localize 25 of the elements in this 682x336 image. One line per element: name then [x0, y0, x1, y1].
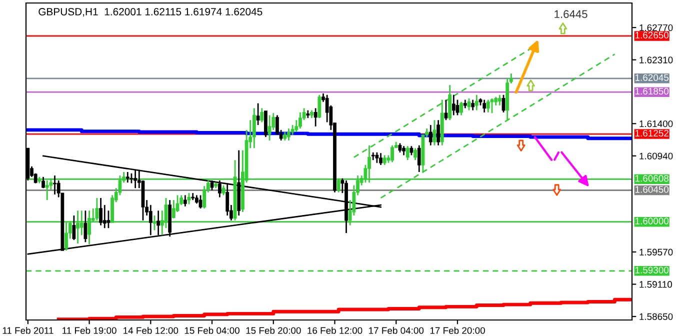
x-tick-label: 15 Feb 04:00: [184, 326, 240, 334]
x-tick-label: 15 Feb 20:00: [246, 326, 301, 334]
x-tick-label: 16 Feb 12:00: [308, 326, 362, 334]
annotation: 1.6445: [554, 10, 588, 18]
y-tick-label: 1.58650: [640, 313, 673, 320]
ref-line-label: 1.59300: [636, 266, 669, 274]
x-tick-label: 11 Feb 2011: [2, 326, 54, 334]
ref-line-label: 1.61252: [636, 130, 668, 137]
chart-title: GBPUSD,H1 1.62001 1.62115 1.61974 1.62045: [38, 8, 262, 17]
ref-line-label: 1.60450: [636, 186, 669, 193]
y-tick-label: 1.62770: [640, 24, 673, 32]
x-tick-label: 11 Feb 19:00: [62, 326, 116, 334]
ref-line-label: 1.60608: [636, 175, 669, 182]
y-tick-label: 1.62310: [640, 56, 673, 64]
y-tick-label: 1.60940: [640, 152, 673, 160]
ref-line-label: 1.62045: [636, 74, 669, 81]
y-tick-label: 1.59110: [640, 281, 672, 288]
ref-line-label: 1.62650: [636, 32, 669, 38]
x-tick-label: 17 Feb 20:00: [430, 326, 485, 334]
x-tick-label: 14 Feb 12:00: [124, 326, 178, 334]
y-tick-label: 1.59570: [640, 248, 673, 256]
ref-line-label: 1.60000: [636, 218, 669, 224]
y-tick-label: 1.61400: [640, 120, 673, 128]
x-tick-label: 17 Feb 04:00: [369, 326, 424, 334]
ref-line-label: 1.61850: [636, 88, 669, 95]
